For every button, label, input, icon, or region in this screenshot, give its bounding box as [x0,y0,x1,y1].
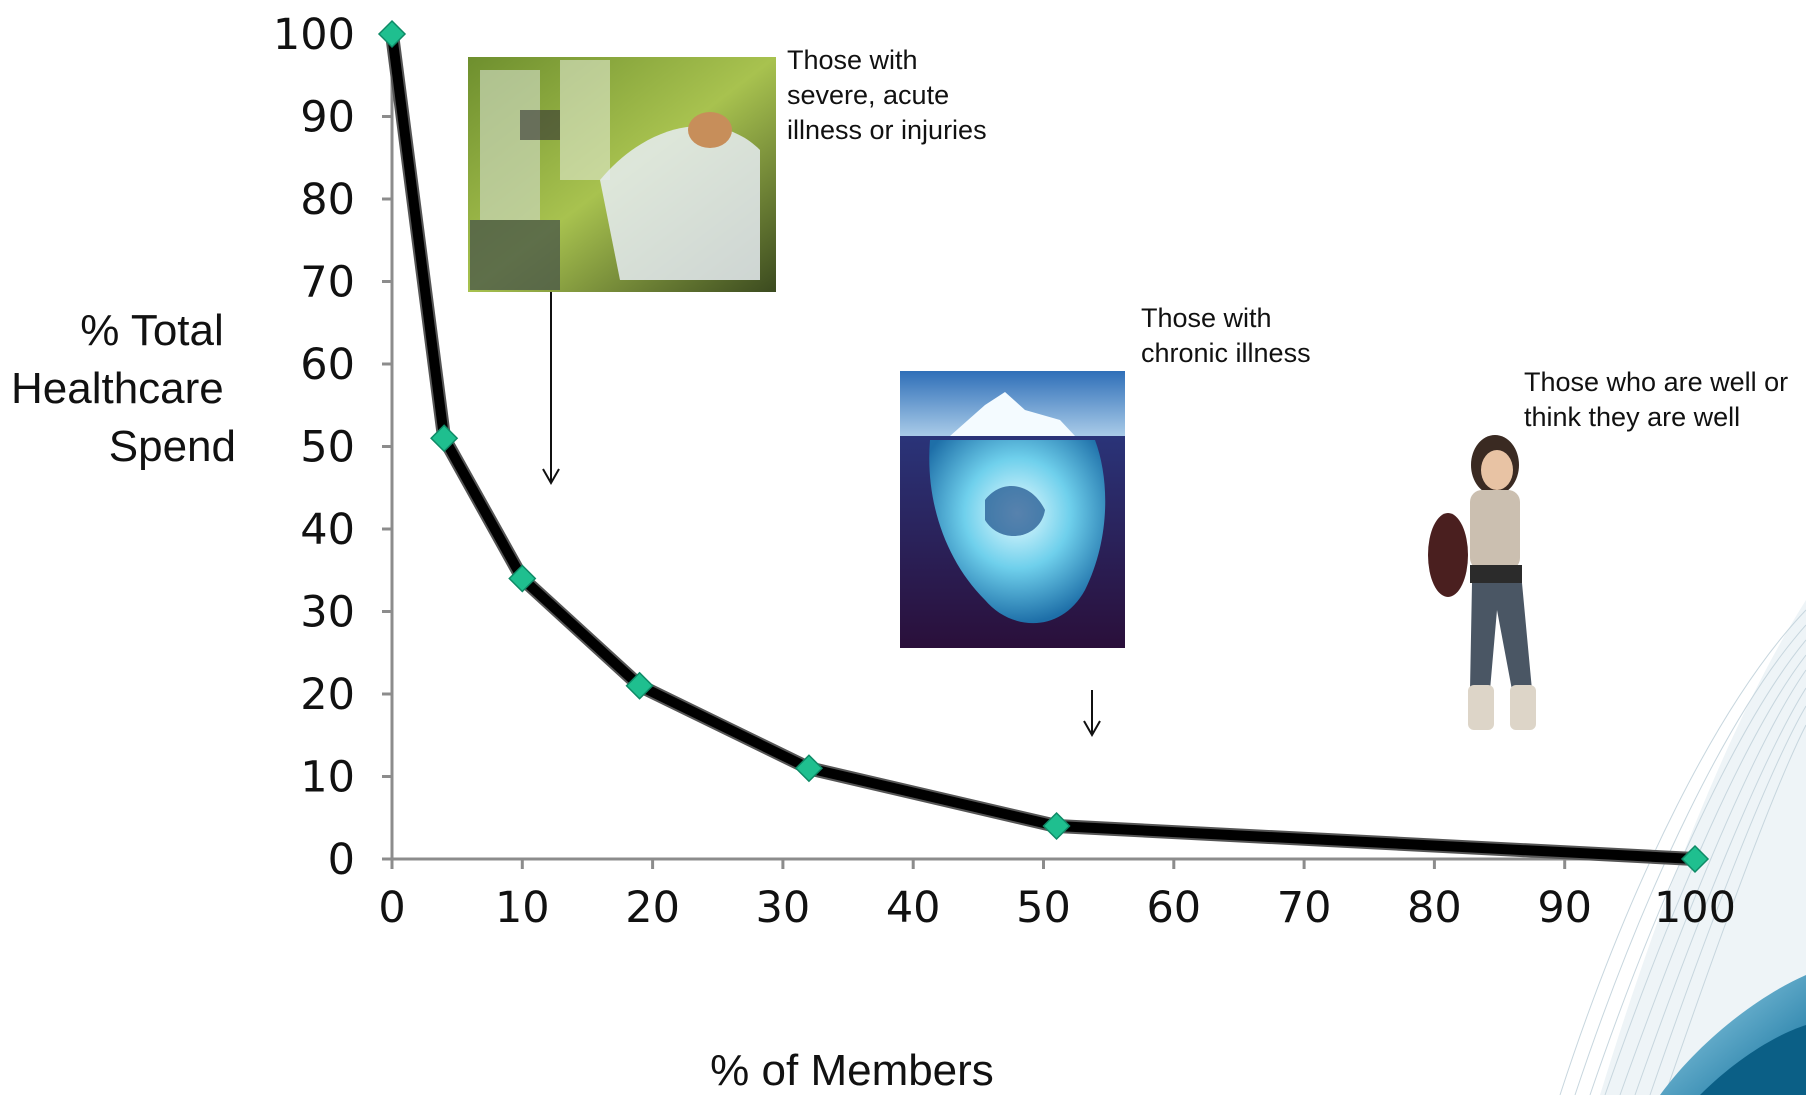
data-point [794,754,824,783]
iceberg-photo [900,371,1125,648]
x-tick-label: 10 [495,883,550,933]
x-tick-label: 0 [378,883,405,933]
data-point [1680,844,1710,874]
data-point [508,564,537,593]
data-point [625,671,654,700]
x-tick-label: 100 [1654,883,1736,933]
y-tick-label: 80 [300,175,355,225]
y-tick-label: 70 [300,258,355,308]
annotation-well: Those who are well or think they are wel… [1524,367,1796,432]
x-tick-label: 30 [756,883,811,933]
x-tick-label: 20 [625,883,680,933]
y-tick-label: 90 [300,93,355,143]
y-tick-label: 50 [300,423,355,473]
data-point [1042,811,1071,841]
x-tick-label: 60 [1146,883,1201,933]
x-tick-label: 40 [886,883,941,933]
y-tick-label: 40 [300,505,355,555]
arrow-acute [542,292,560,486]
x-axis-title: % of Members [710,1046,994,1095]
annotation-chronic: Those with chronic illness [1141,303,1311,368]
y-tick-label: 30 [300,588,355,638]
y-tick-label: 10 [300,753,355,803]
arrow-chronic [1083,690,1101,738]
y-tick-label: 60 [300,340,355,390]
icu-patient-photo [468,57,776,292]
y-tick-label: 0 [328,835,355,885]
decorative-wave [1559,600,1806,1095]
y-tick-label: 100 [273,10,355,60]
data-point [430,424,459,453]
x-tick-label: 70 [1277,883,1332,933]
data-point [377,19,407,49]
y-axis-title: % Total Healthcare Spend [11,306,236,471]
woman-on-phone-photo [1428,435,1536,730]
x-tick-label: 90 [1537,883,1592,933]
data-markers [377,19,1710,874]
annotation-acute: Those with severe, acute illness or inju… [787,45,987,145]
axes: 0 10 20 30 40 50 60 70 80 90 100 0 10 20 30 40 50 60 70 80 9… [273,10,1736,933]
y-tick-label: 20 [300,670,355,720]
x-tick-label: 50 [1016,883,1071,933]
x-tick-label: 80 [1407,883,1462,933]
